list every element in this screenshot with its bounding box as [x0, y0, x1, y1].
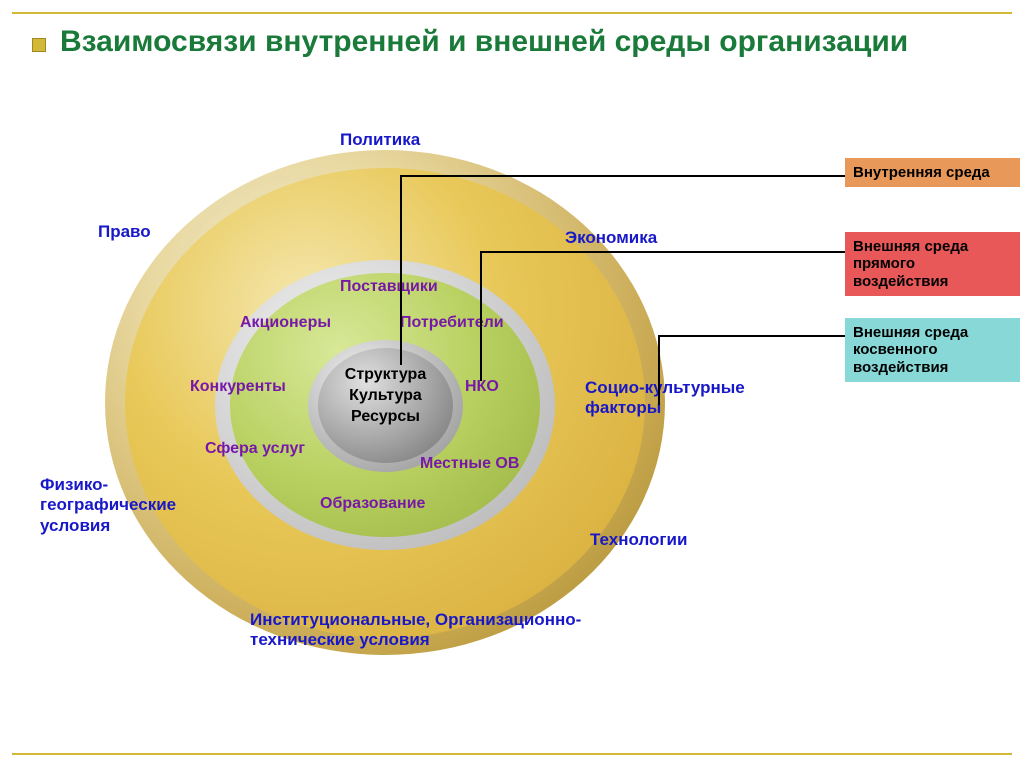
- mid-label-bottom-right: Местные ОВ: [420, 455, 519, 473]
- rule-bottom: [12, 753, 1012, 755]
- legend-inner: Внутренняя среда: [845, 158, 1020, 187]
- center-text: Структура Культура Ресурсы: [318, 365, 453, 427]
- mid-label-left: Конкуренты: [190, 378, 286, 396]
- leader-mid-v: [480, 251, 482, 381]
- outer-label-top: Политика: [340, 130, 420, 150]
- rule-top: [12, 12, 1012, 14]
- leader-outer-h: [658, 335, 845, 337]
- outer-label-top-right: Экономика: [565, 228, 657, 248]
- center-line-1: Структура: [318, 365, 453, 386]
- legend-indirect: Внешняя среда косвенного воздействия: [845, 318, 1020, 382]
- center-line-2: Культура: [318, 386, 453, 407]
- mid-label-bottom-left: Сфера услуг: [205, 440, 305, 458]
- mid-label-top-left: Акционеры: [240, 314, 331, 332]
- leader-inner-h: [400, 175, 845, 177]
- outer-label-left: Физико-географические условия: [40, 475, 220, 536]
- page-title: Взаимосвязи внутренней и внешней среды о…: [60, 22, 908, 61]
- legend-direct: Внешняя среда прямого воздействия: [845, 232, 1020, 296]
- mid-label-bottom: Образование: [320, 495, 425, 513]
- title-bullet-icon: [32, 38, 46, 52]
- mid-label-top: Поставщики: [340, 278, 438, 296]
- leader-mid-h: [480, 251, 845, 253]
- concentric-diagram: Структура Культура Ресурсы Поставщики Ак…: [60, 120, 710, 680]
- outer-label-top-left: Право: [98, 222, 151, 242]
- outer-label-bottom: Институциональные, Организационно-технич…: [250, 610, 620, 651]
- outer-label-right: Социо-культурные факторы: [585, 378, 765, 419]
- leader-inner-v: [400, 175, 402, 365]
- mid-label-top-right: Потребители: [400, 314, 504, 332]
- center-line-3: Ресурсы: [318, 407, 453, 428]
- outer-label-bottom-right: Технологии: [590, 530, 687, 550]
- leader-outer-v: [658, 335, 660, 405]
